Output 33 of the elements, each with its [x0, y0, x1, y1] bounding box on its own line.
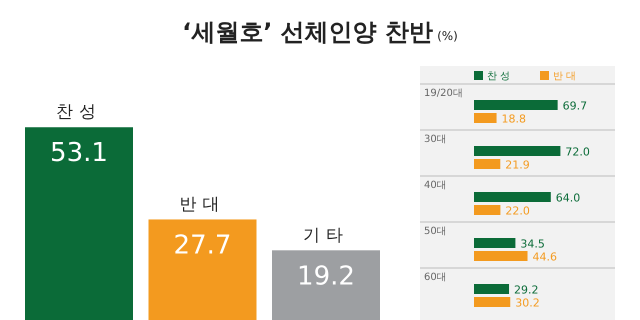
y-tick-label: 50대 — [424, 226, 447, 237]
data-label: 18.8 — [502, 112, 526, 126]
data-label: 19.2 — [297, 261, 355, 292]
data-label: 21.9 — [505, 158, 530, 172]
data-label: 30.2 — [515, 296, 540, 310]
data-label: 69.7 — [562, 100, 588, 112]
bar — [474, 297, 510, 307]
y-tick-label: 30대 — [424, 134, 447, 145]
legend-label: 반대 — [553, 71, 579, 82]
bar — [474, 192, 551, 202]
data-label: 29.2 — [514, 284, 539, 296]
bar — [474, 113, 497, 123]
data-label: 53.1 — [50, 138, 108, 168]
data-label: 64.0 — [556, 192, 580, 204]
data-label: 22.0 — [505, 204, 530, 218]
bar — [474, 146, 560, 156]
bar — [474, 100, 558, 110]
legend-label: 찬성 — [487, 71, 513, 82]
bar — [474, 238, 516, 248]
y-axis-title: (%) — [437, 29, 458, 43]
data-label: 72.0 — [565, 146, 590, 158]
y-tick-label: 19/20대 — [424, 88, 463, 99]
chart-title: ‘세월호’ 선체인양 찬반 — [182, 18, 434, 46]
data-label: 27.7 — [174, 230, 232, 260]
x-tick-label: 기타 — [303, 225, 349, 246]
bar — [474, 251, 528, 261]
y-tick-label: 40대 — [424, 180, 447, 191]
bar — [474, 205, 500, 215]
data-label: 34.5 — [520, 238, 545, 250]
bar — [474, 284, 510, 294]
data-label: 44.6 — [532, 250, 558, 264]
y-tick-label: 60대 — [424, 272, 447, 283]
bar — [474, 159, 500, 169]
